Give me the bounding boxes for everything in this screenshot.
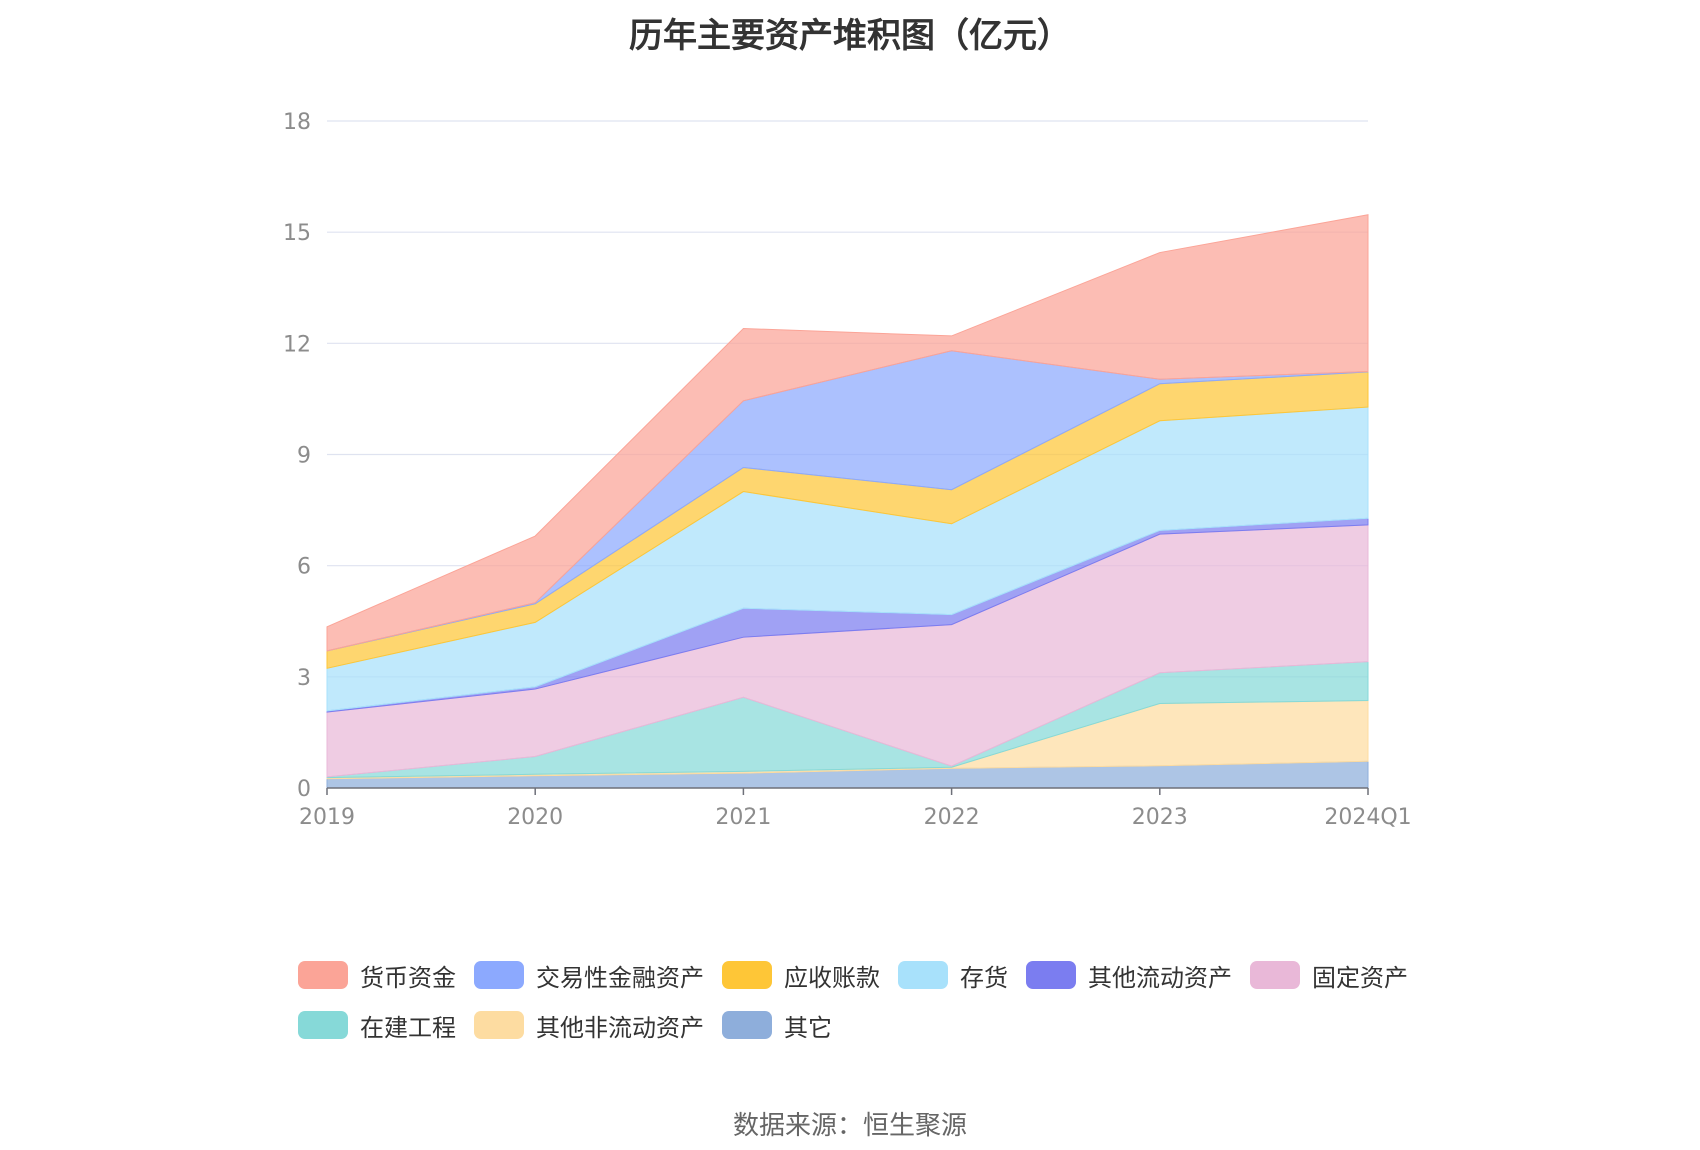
legend-label: 存货 bbox=[960, 963, 1008, 992]
legend: 货币资金 交易性金融资产 应收账款 存货 其他流动资产 固定资产在建工程 其他非流动资产 其它 bbox=[298, 957, 1448, 1057]
legend-swatch bbox=[1026, 961, 1076, 989]
legend-label: 其它 bbox=[784, 1013, 832, 1042]
y-tick-label: 0 bbox=[297, 777, 311, 802]
y-tick-label: 3 bbox=[297, 666, 311, 691]
legend-swatch bbox=[898, 961, 948, 989]
y-tick-label: 6 bbox=[297, 555, 311, 580]
legend-label: 交易性金融资产 bbox=[536, 963, 704, 992]
legend-swatch bbox=[474, 1011, 524, 1039]
x-tick-label: 2024Q1 bbox=[1324, 805, 1411, 830]
legend-label: 应收账款 bbox=[784, 963, 880, 992]
legend-item[interactable]: 固定资产 bbox=[1250, 957, 1408, 993]
x-tick-label: 2019 bbox=[299, 805, 355, 830]
y-tick-label: 15 bbox=[283, 221, 311, 246]
chart-title: 历年主要资产堆积图（亿元） bbox=[629, 16, 1071, 56]
legend-label: 在建工程 bbox=[360, 1013, 456, 1042]
y-tick-label: 18 bbox=[283, 110, 311, 135]
x-tick-label: 2023 bbox=[1132, 805, 1188, 830]
legend-swatch bbox=[298, 961, 348, 989]
axes: 0 3 6 9 12 15 18 2019 2020 2021 2022 2023 2024Q1 bbox=[283, 110, 1412, 830]
legend-label: 固定资产 bbox=[1312, 963, 1408, 992]
legend-item[interactable]: 应收账款 bbox=[722, 957, 880, 993]
legend-swatch bbox=[722, 1011, 772, 1039]
x-tick-label: 2022 bbox=[924, 805, 980, 830]
area-series bbox=[326, 214, 1369, 789]
legend-swatch bbox=[1250, 961, 1300, 989]
legend-label: 货币资金 bbox=[360, 963, 456, 992]
legend-swatch bbox=[474, 961, 524, 989]
legend-item[interactable]: 其它 bbox=[722, 1007, 832, 1043]
legend-label: 其他非流动资产 bbox=[536, 1013, 704, 1042]
legend-swatch bbox=[298, 1011, 348, 1039]
stacked-area-chart: 0 3 6 9 12 15 18 2019 2020 2021 2022 2023 2024Q1 bbox=[283, 110, 1412, 830]
legend-item[interactable]: 交易性金融资产 bbox=[474, 957, 704, 993]
x-tick-label: 2020 bbox=[507, 805, 563, 830]
legend-item[interactable]: 货币资金 bbox=[298, 957, 456, 993]
legend-item[interactable]: 其他非流动资产 bbox=[474, 1007, 704, 1043]
y-tick-label: 9 bbox=[297, 444, 311, 469]
legend-item[interactable]: 存货 bbox=[898, 957, 1008, 993]
x-tick-label: 2021 bbox=[715, 805, 771, 830]
data-source: 数据来源：恒生聚源 bbox=[732, 1111, 967, 1141]
area-货币资金[interactable] bbox=[326, 214, 1369, 652]
legend-label: 其他流动资产 bbox=[1088, 963, 1232, 992]
legend-swatch bbox=[722, 961, 772, 989]
legend-item[interactable]: 其他流动资产 bbox=[1026, 957, 1232, 993]
y-tick-label: 12 bbox=[283, 332, 311, 357]
legend-item[interactable]: 在建工程 bbox=[298, 1007, 456, 1043]
